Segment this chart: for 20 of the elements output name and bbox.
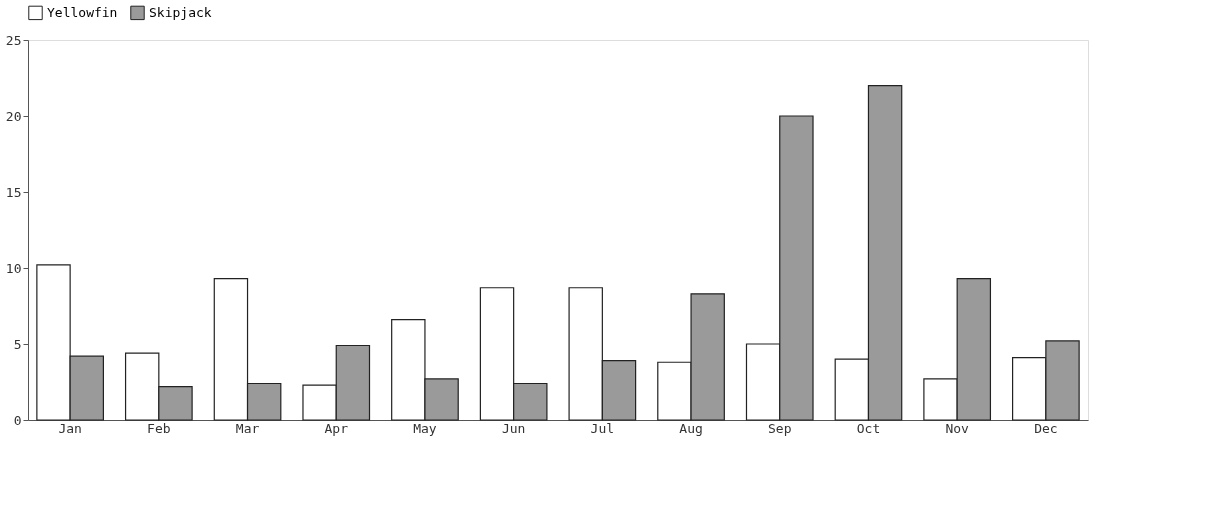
y-tick-label: 10 [5,260,22,276]
x-tick-label: Jul [590,420,615,436]
y-tick-label: 25 [5,32,22,48]
y-tick-label: 15 [5,184,22,200]
y-tick-label: 20 [5,108,22,124]
x-tick-label: Dec [1034,420,1058,436]
x-tick-label: May [413,420,437,436]
x-tick-label: Nov [945,420,970,436]
x-tick-label: Aug [679,420,703,436]
x-tick-label: Oct [856,420,881,436]
x-tick-label: Jun [501,420,526,436]
legend-label: Yellowfin [47,4,118,20]
x-tick-label: Apr [324,420,349,436]
x-tick-label: Jan [58,420,82,436]
x-tick-label: Feb [147,420,171,436]
legend-label: Skipjack [149,4,212,20]
x-tick-label: Mar [235,420,260,436]
x-tick-label: Sep [768,420,792,436]
y-tick-label: 0 [13,412,22,428]
y-tick-label: 5 [13,336,22,352]
